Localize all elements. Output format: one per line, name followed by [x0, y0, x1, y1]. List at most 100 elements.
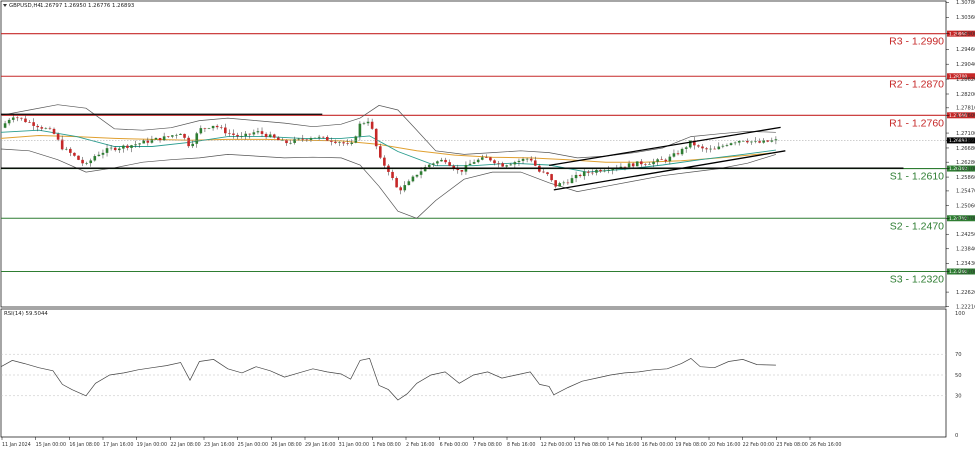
- level-price-tag-text: 1.29900: [949, 31, 967, 37]
- candle-body: [664, 159, 668, 162]
- candle-body: [599, 169, 602, 172]
- price-tick-label: 1.28620: [956, 77, 975, 83]
- rsi-header: RSI(14) 59.5044: [4, 311, 48, 317]
- candle-body: [697, 145, 700, 147]
- time-tick-label: 8 Feb 16:00: [507, 442, 535, 448]
- time-tick-label: 7 Feb 08:00: [473, 442, 501, 448]
- candle-body: [619, 166, 623, 169]
- candle-body: [313, 137, 317, 139]
- level-label-r3: R3 - 1.2990: [889, 36, 944, 48]
- collapse-arrow-icon[interactable]: [3, 4, 7, 7]
- level-price-tag-text: 1.27600: [949, 113, 967, 119]
- candle-body: [130, 145, 133, 148]
- candle-body: [448, 162, 451, 166]
- candle-body: [411, 176, 415, 182]
- rsi-pane: [0, 308, 947, 438]
- time-tick-label: 23 Feb 08:00: [776, 442, 807, 448]
- candle-body: [32, 122, 35, 126]
- candle-body: [150, 139, 154, 143]
- candle-body: [607, 170, 610, 171]
- candle-body: [166, 136, 170, 137]
- candle-body: [44, 128, 48, 130]
- price-tick-label: 1.27600: [956, 113, 975, 119]
- time-tick-label: 26 Jan 08:00: [271, 442, 301, 448]
- candle-body: [11, 117, 15, 120]
- candle-body: [236, 134, 239, 137]
- level-price-tag-text: 1.24700: [949, 216, 967, 222]
- price-tick-label: 1.25060: [956, 203, 975, 209]
- time-tick-label: 2 Feb 16:00: [406, 442, 434, 448]
- channel-lower-line: [553, 150, 786, 191]
- time-tick-label: 19 Feb 08:00: [675, 442, 706, 448]
- candle-body: [199, 128, 203, 134]
- candle-body: [175, 134, 178, 136]
- candle-body: [427, 164, 431, 168]
- current-price-tag: [947, 137, 975, 144]
- candle-body: [672, 153, 676, 157]
- price-tick-label: 1.22210: [956, 304, 975, 310]
- time-axis: 11 Jan 2024 15 Jan 00:00 16 Jan 08:00 17 Ja…: [1, 437, 841, 448]
- candle-body: [28, 122, 31, 123]
- candle-body: [774, 139, 778, 141]
- candle-body: [432, 163, 435, 165]
- candle-body: [660, 159, 664, 160]
- price-tick-label: 1.29900: [956, 31, 975, 37]
- time-tick-label: 19 Jan 00:00: [137, 442, 167, 448]
- candle-body: [717, 146, 721, 150]
- candle-body: [203, 128, 207, 129]
- time-tick-label: 22 Feb 00:00: [743, 442, 774, 448]
- candle-body: [480, 157, 484, 160]
- candle-body: [403, 185, 407, 191]
- time-tick-label: 22 Jan 08:00: [170, 442, 200, 448]
- level-label-s1: S1 - 1.2610: [890, 171, 944, 183]
- candle-body: [493, 160, 496, 164]
- time-tick-label: 11 Jan 2024: [2, 442, 31, 448]
- symbol-label: GBPUSD,H4: [9, 3, 41, 9]
- candle-body: [289, 142, 292, 144]
- candle-body: [676, 153, 680, 155]
- candle-body: [733, 142, 737, 144]
- level-label-s2: S2 - 1.2470: [890, 220, 944, 232]
- candle-body: [158, 137, 162, 141]
- candle-body: [334, 141, 337, 143]
- candle-body: [240, 135, 243, 137]
- candle-body: [656, 159, 659, 162]
- candle-body: [338, 142, 341, 143]
- candle-body: [452, 165, 456, 169]
- time-tick-label: 15 Jan 00:00: [36, 442, 66, 448]
- candle-body: [170, 135, 174, 137]
- candle-body: [305, 139, 309, 141]
- candle-body: [407, 181, 411, 186]
- candle-body: [705, 148, 708, 150]
- time-tick-label: 17 Jan 16:00: [103, 442, 133, 448]
- candle-body: [472, 162, 476, 164]
- candle-body: [529, 158, 533, 161]
- candle-body: [558, 183, 562, 187]
- candle-body: [374, 128, 378, 147]
- price-tick-label: 1.23200: [956, 269, 975, 275]
- indicator-lines: [0, 104, 777, 219]
- candle-body: [224, 127, 227, 134]
- candle-body: [582, 171, 586, 177]
- price-tick-label: 1.24250: [956, 232, 975, 238]
- candle-body: [252, 132, 256, 135]
- candle-body: [383, 157, 386, 166]
- candle-body: [24, 118, 27, 123]
- candle-body: [627, 163, 631, 168]
- candle-body: [48, 128, 52, 130]
- candle-body: [358, 123, 362, 137]
- candle-body: [207, 128, 211, 129]
- level-price-tag: [947, 73, 975, 80]
- candle-body: [93, 156, 97, 161]
- candle-body: [562, 182, 566, 184]
- current-price-tag-text: 1.26893: [949, 138, 967, 144]
- price-tick-label: 1.24700: [956, 216, 975, 222]
- candle-body: [456, 168, 460, 171]
- candle-body: [509, 164, 513, 166]
- candle-body: [354, 136, 358, 143]
- time-tick-label: 25 Jan 00:00: [238, 442, 268, 448]
- level-price-tag-text: 1.23200: [949, 269, 967, 275]
- candle-body: [415, 174, 419, 177]
- time-tick-label: 12 Feb 00:00: [541, 442, 572, 448]
